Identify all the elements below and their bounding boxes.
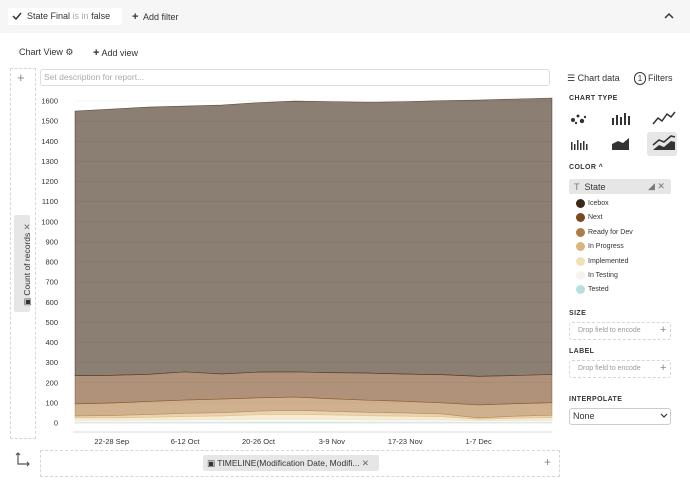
filters-badge: 1 xyxy=(634,72,646,85)
select-chevron xyxy=(660,413,668,418)
y-tick-label: 1300 xyxy=(41,157,58,166)
chart-type-icons[interactable] xyxy=(567,108,685,158)
legend-label: Tested xyxy=(588,286,609,294)
collapse-icon[interactable] xyxy=(664,12,674,20)
y-tick-label: 100 xyxy=(45,398,58,407)
chart-data-tab-text: Chart data xyxy=(577,73,620,83)
label-add[interactable]: + xyxy=(660,362,667,374)
legend-swatch xyxy=(576,199,585,208)
chart-data-tab[interactable]: ☰ Chart data xyxy=(567,73,620,83)
x-tick-label: 6-12 Oct xyxy=(171,437,201,446)
y-field-chip[interactable] xyxy=(14,215,30,312)
add-view[interactable]: + Add view xyxy=(93,47,138,59)
y-tick-label: 800 xyxy=(45,258,58,267)
interpolate-label: INTERPOLATE xyxy=(569,396,623,403)
add-y-button[interactable]: + xyxy=(17,70,25,85)
legend-swatch xyxy=(576,256,585,266)
interpolate-value: None xyxy=(573,411,595,421)
x-tick-label: 17-23 Nov xyxy=(388,437,423,446)
size-label: SIZE xyxy=(569,310,587,317)
y-tick-label: 300 xyxy=(45,358,58,367)
description-placeholder: Set description for report... xyxy=(44,72,145,82)
y-tick-label: 1400 xyxy=(41,137,58,146)
y-tick-label: 400 xyxy=(45,338,58,347)
add-x-button[interactable]: + xyxy=(544,455,552,469)
description-input[interactable] xyxy=(40,69,550,86)
y-tick-label: 700 xyxy=(45,278,58,287)
y-tick-label: 1500 xyxy=(41,117,58,126)
label-drop[interactable] xyxy=(569,360,671,378)
legend-swatch xyxy=(576,227,585,237)
view-name: Chart View xyxy=(19,47,63,57)
legend-label: Icebox xyxy=(588,200,609,207)
filter-text: State Final is in false xyxy=(27,11,110,21)
legend-label: Ready for Dev xyxy=(588,228,633,236)
x-field-chip[interactable] xyxy=(203,455,379,471)
y-shelf xyxy=(10,68,36,439)
filters-tab[interactable]: Filters xyxy=(648,73,673,83)
x-tick-label: 1-7 Dec xyxy=(465,437,492,446)
x-tick-label: 3-9 Nov xyxy=(319,437,346,446)
chart: 0 100 200 300 400 500 600 700 800 900 1000 1100 1200… xyxy=(41,97,553,446)
label-placeholder: Drop field to encode xyxy=(578,365,641,372)
x-field-label: ▣ TIMELINE(Modification Date, Modifi... … xyxy=(207,458,369,468)
y-tick-label: 600 xyxy=(45,298,58,307)
interpolate-select[interactable] xyxy=(569,408,671,425)
add-filter[interactable]: + Add filter xyxy=(132,11,179,23)
filter-field: State Final xyxy=(27,11,71,21)
y-tick-label: 1000 xyxy=(41,217,58,226)
color-field-controls[interactable]: ◢ ✕ xyxy=(648,181,665,191)
legend-label: In Progress xyxy=(588,243,624,251)
legend-swatch xyxy=(576,271,585,280)
legend-label: In Testing xyxy=(588,272,618,279)
view-tab[interactable]: Chart View ⚙ xyxy=(19,47,74,57)
filter-chip[interactable] xyxy=(8,8,122,25)
size-drop[interactable] xyxy=(569,322,671,340)
area xyxy=(74,97,553,377)
legend-label: Next xyxy=(588,214,603,222)
color-field-chip[interactable] xyxy=(569,179,671,194)
y-tick-label: 1100 xyxy=(42,197,58,206)
add-view-text: Add view xyxy=(101,48,138,58)
color-field: T State xyxy=(574,182,606,192)
x-shelf xyxy=(40,450,560,477)
legend-swatch xyxy=(576,242,585,252)
filter-value: false xyxy=(91,11,111,21)
legend-swatch xyxy=(576,285,585,295)
filter-operator: is in xyxy=(72,11,89,21)
chart-type-label: CHART TYPE xyxy=(569,95,618,102)
y-tick-label: 1200 xyxy=(41,177,58,186)
y-tick-label: 500 xyxy=(45,318,58,327)
swap-axes-icon[interactable] xyxy=(15,452,31,468)
x-tick-label: 20-26 Oct xyxy=(242,437,276,446)
y-tick-label: 1600 xyxy=(41,97,58,106)
y-tick-label: 900 xyxy=(45,237,58,246)
y-tick-label: 200 xyxy=(45,378,58,387)
add-filter-text: Add filter xyxy=(142,12,179,22)
legend-label: Implemented xyxy=(588,257,629,265)
color-field-text: State xyxy=(584,182,606,192)
legend-swatch xyxy=(576,213,585,223)
x-field-text: TIMELINE(Modification Date, Modifi... xyxy=(217,458,360,468)
size-placeholder: Drop field to encode xyxy=(578,327,641,334)
color-label[interactable]: COLOR ^ xyxy=(569,164,604,171)
y-tick-label: 0 xyxy=(54,419,58,428)
x-tick-label: 22-28 Sep xyxy=(94,437,129,446)
label-label: LABEL xyxy=(569,348,595,355)
size-add[interactable]: + xyxy=(660,324,667,336)
color-label-text: COLOR xyxy=(569,164,597,171)
check-icon xyxy=(12,12,22,21)
